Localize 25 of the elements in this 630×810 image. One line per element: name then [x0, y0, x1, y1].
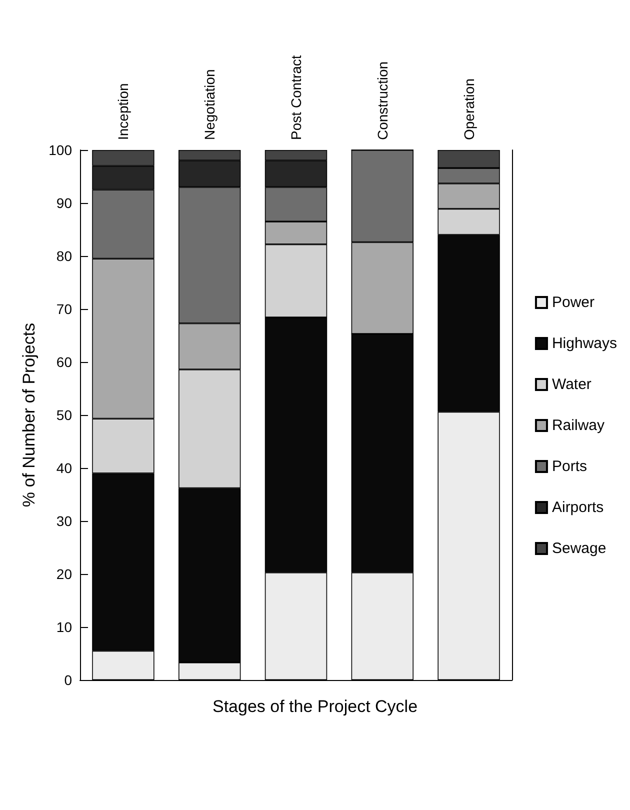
y-tick-label: 40 [56, 460, 72, 476]
y-tick-label: 70 [56, 301, 72, 317]
y-tick-label: 20 [56, 566, 72, 582]
y-tick-label: 10 [56, 619, 72, 635]
legend-label: Airports [552, 499, 604, 516]
legend-label: Power [552, 294, 595, 311]
legend-label: Water [552, 376, 592, 393]
x-tick-label: Inception [115, 83, 132, 140]
x-tick-label: Negotiation [202, 69, 218, 140]
y-tick-label: 0 [64, 672, 72, 688]
y-tick-label: 60 [56, 354, 72, 370]
y-tick-label: 50 [56, 407, 72, 423]
x-tick-label: Construction [374, 61, 390, 140]
y-tick-label: 30 [56, 513, 72, 529]
legend-label: Ports [552, 458, 587, 475]
y-tick-label: 100 [48, 142, 72, 158]
x-tick-label: Operation [460, 78, 477, 140]
legend-label: Sewage [552, 540, 606, 557]
legend-label: Railway [552, 417, 605, 434]
y-axis-title: % of Number of Projects [20, 322, 39, 508]
x-axis-title: Stages of the Project Cycle [212, 697, 418, 716]
x-tick-label: Post Contract [288, 55, 304, 140]
y-tick-label: 90 [56, 195, 72, 211]
legend-label: Highways [552, 335, 618, 352]
y-tick-label: 80 [56, 248, 72, 264]
